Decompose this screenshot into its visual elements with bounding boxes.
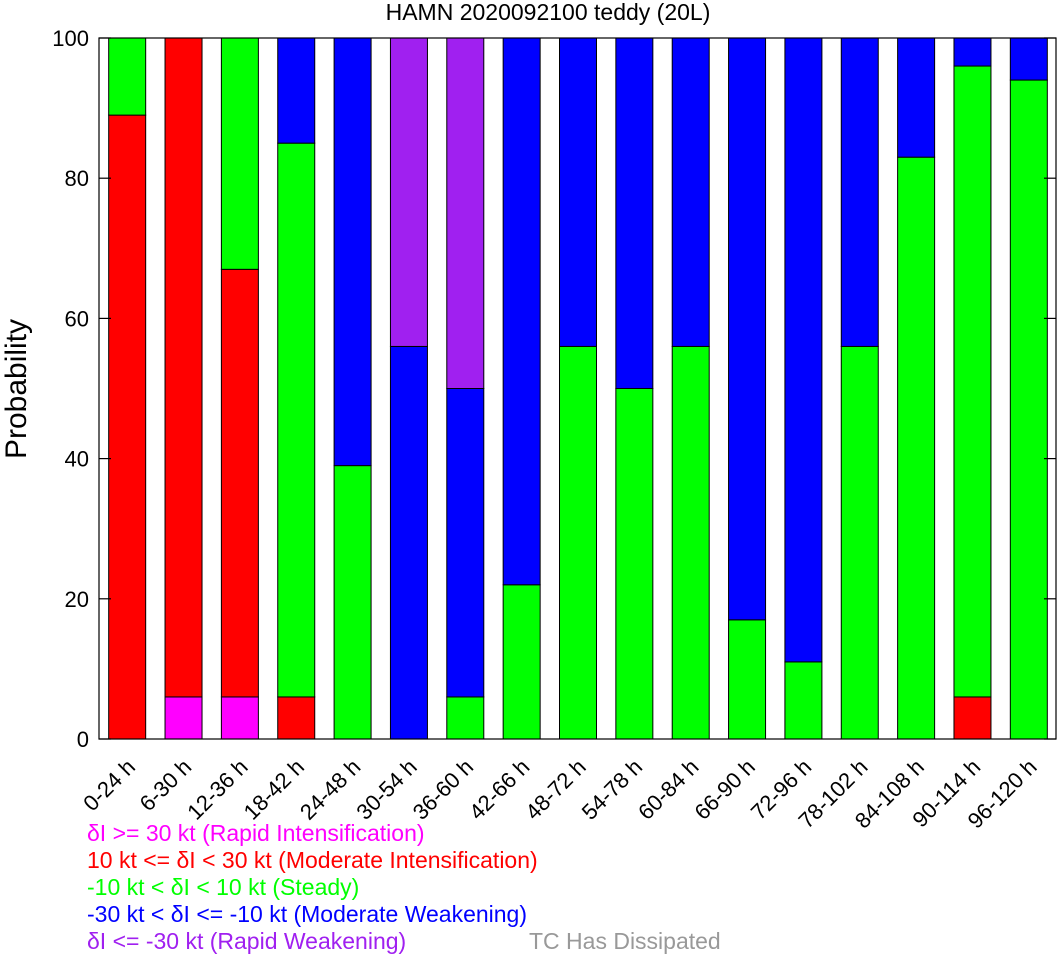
x-tick-label-4: 24-48 h	[295, 754, 365, 824]
plot-frame	[98, 37, 1057, 740]
bar-segment-st-7	[502, 584, 541, 740]
bar-segment-st-4	[333, 465, 372, 740]
bar-segment-st-10	[671, 345, 710, 740]
x-tick-label-3: 18-42 h	[239, 754, 309, 824]
legend-item-steady: -10 kt < δI < 10 kt (Steady)	[87, 874, 360, 900]
bar-segment-mw-7	[502, 37, 541, 586]
bar-segment-rw-6	[446, 37, 485, 389]
bar-segment-st-0	[108, 37, 147, 116]
y-tick-label-0: 0	[77, 727, 89, 752]
bar-segment-st-8	[559, 345, 597, 740]
legend-item-rapid-intensification: δI >= 30 kt (Rapid Intensification)	[87, 820, 425, 846]
x-tick-label-5: 30-54 h	[351, 754, 421, 824]
y-tick-label-40: 40	[65, 447, 89, 472]
bar-segment-st-15	[953, 65, 992, 698]
y-tick-label-60: 60	[65, 306, 89, 331]
bar-segment-mw-9	[615, 37, 654, 389]
bar-segment-mw-16	[1009, 37, 1048, 81]
x-tick-label-10: 60-84 h	[633, 754, 703, 824]
bar-segment-mw-11	[728, 37, 767, 621]
bar-segment-mw-8	[559, 37, 597, 347]
bars-group	[108, 37, 1048, 740]
bar-segment-mi-3	[277, 696, 316, 740]
x-tick-label-0: 0-24 h	[78, 754, 140, 816]
bar-segment-mw-6	[446, 388, 485, 698]
chart-title: HAMN 2020092100 teddy (20L)	[386, 0, 711, 25]
bar-segment-st-16	[1009, 79, 1048, 740]
bar-segment-mw-14	[897, 37, 936, 158]
bar-segment-st-2	[220, 37, 259, 270]
bar-segment-mw-3	[277, 37, 316, 144]
bar-segment-mw-13	[840, 37, 879, 347]
x-tick-label-7: 42-66 h	[464, 754, 534, 824]
bar-segment-mi-0	[108, 114, 147, 740]
bar-segment-mw-4	[333, 37, 372, 467]
bar-segment-mi-2	[220, 268, 259, 698]
bar-segment-mw-10	[671, 37, 710, 347]
x-tick-label-11: 66-90 h	[689, 754, 759, 824]
legend-item-rapid-weakening: δI <= -30 kt (Rapid Weakening)	[87, 928, 407, 954]
y-tick-label-20: 20	[65, 587, 89, 612]
bar-segment-mi-1	[164, 37, 203, 698]
legend-item-moderate-intensification: 10 kt <= δI < 30 kt (Moderate Intensific…	[87, 847, 538, 873]
bar-segment-st-13	[840, 345, 879, 740]
bar-segment-mw-15	[953, 37, 992, 67]
x-tick-label-2: 12-36 h	[182, 754, 252, 824]
y-tick-label-100: 100	[52, 26, 89, 51]
bar-segment-st-14	[897, 156, 936, 740]
bar-segment-st-3	[277, 142, 316, 698]
bar-segment-ri-2	[220, 696, 259, 740]
y-axis-label: Probability	[0, 319, 33, 459]
bar-segment-ri-1	[164, 696, 203, 740]
x-tick-label-6: 36-60 h	[408, 754, 478, 824]
bar-segment-st-11	[728, 619, 767, 740]
legend: δI >= 30 kt (Rapid Intensification) 10 k…	[87, 820, 538, 955]
legend-item-moderate-weakening: -30 kt < δI <= -10 kt (Moderate Weakenin…	[87, 901, 528, 927]
legend-item-dissipated: TC Has Dissipated	[529, 928, 721, 954]
bar-segment-st-6	[446, 696, 485, 740]
y-tick-label-80: 80	[65, 166, 89, 191]
bar-segment-st-9	[615, 388, 654, 740]
x-tick-label-9: 54-78 h	[577, 754, 647, 824]
bar-segment-mi-15	[953, 696, 992, 740]
x-tick-label-8: 48-72 h	[520, 754, 590, 824]
bar-segment-rw-5	[389, 37, 428, 347]
bar-segment-mw-12	[784, 37, 823, 663]
bar-segment-mw-5	[389, 345, 428, 740]
bar-segment-st-12	[784, 661, 823, 740]
